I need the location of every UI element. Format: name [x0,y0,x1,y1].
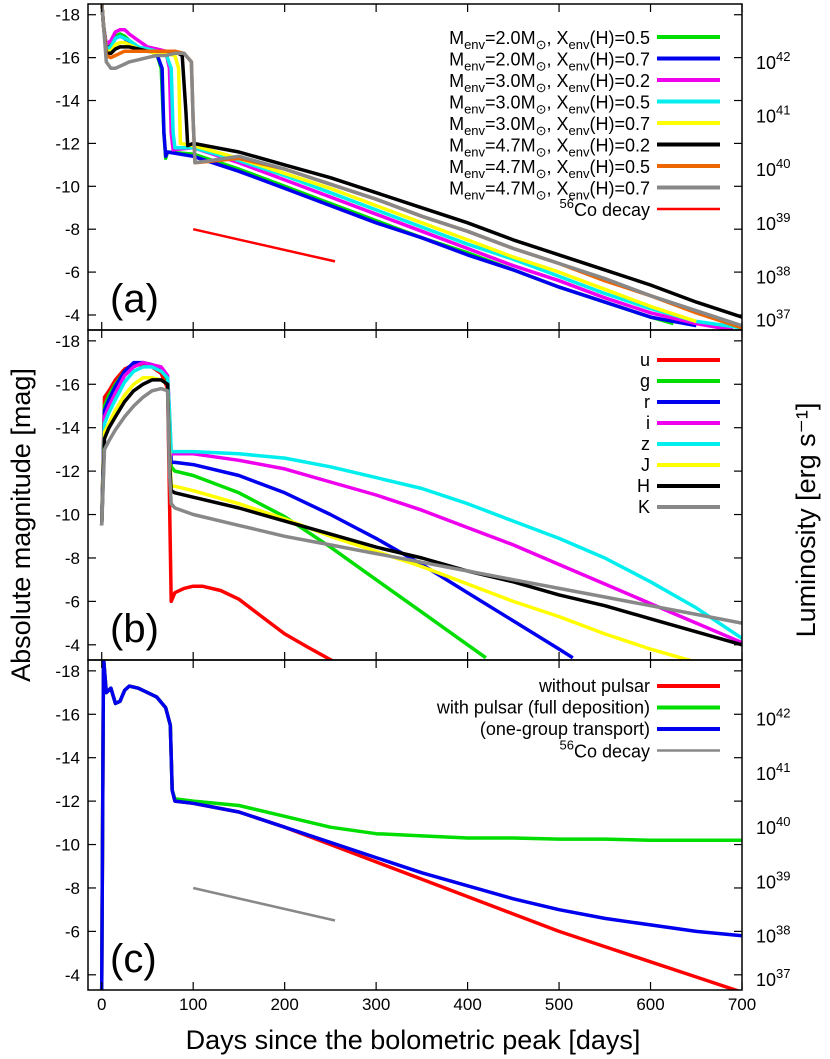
series-line-1-2 [99,360,574,660]
series-line-1-3 [99,360,742,645]
right-tick-label-2-0: 1042 [756,706,791,730]
right-tick-label-2-3: 1039 [756,868,791,892]
series-line-1-5 [99,376,695,660]
y-tick-label-2-0: -18 [55,662,80,681]
x-axis-label: Days since the bolometric peak [days] [186,1025,641,1055]
y-tick-label-1-2: -14 [55,419,80,438]
legend-entry-1-1: g [640,371,650,391]
series-line-0-5 [100,4,742,319]
y-tick-label-0-2: -14 [55,92,80,111]
y-axis-label-right-text: Luminosity [erg s⁻¹] [791,403,821,638]
legend-entry-0-5: Menv=4.7M⊙, Xenv(H)=0.2 [449,136,650,160]
y-tick-label-2-1: -16 [55,705,80,724]
series-line-1-6 [99,378,742,647]
x-tick-label-0: 0 [97,995,106,1014]
y-tick-label-0-7: -4 [65,306,80,325]
y-tick-label-1-1: -16 [55,375,80,394]
right-tick-label-2-5: 1037 [756,966,791,990]
legend-entry-0-6: Menv=4.7M⊙, Xenv(H)=0.5 [449,157,650,181]
series-line-2-2 [99,660,742,990]
y-tick-label-1-7: -4 [65,636,80,655]
right-tick-label-0-2: 1040 [756,156,791,180]
x-tick-label-6: 600 [636,995,664,1014]
legend-entry-co-0: 56Co decay [559,196,650,220]
panel-2-series [99,660,742,990]
y-tick-label-0-4: -10 [55,177,80,196]
legend-entry-0-1: Menv=2.0M⊙, Xenv(H)=0.7 [449,50,650,74]
series-line-1-1 [99,360,487,660]
chart-texts: -18 -16 -14 -12 -10 -8 -6 -4 1042 1041 1040 1039 103… [55,6,790,1014]
legend-entry-co-2: 56Co decay [559,738,650,762]
legend-entry-2-0: without pulsar [538,676,650,696]
y-tick-label-0-5: -8 [65,220,80,239]
legend-entry-1-4: z [641,434,650,454]
y-tick-label-0-1: -16 [55,49,80,68]
panel-frame-2 [87,659,743,991]
right-tick-label-0-0: 1042 [756,49,791,73]
chart-frames [87,3,743,991]
right-tick-label-2-1: 1041 [756,760,791,784]
series-line-1-4 [99,365,742,640]
legend-entry-2-2: (one-group transport) [480,719,650,739]
x-tick-label-5: 500 [545,995,573,1014]
legend-entry-1-7: K [638,497,650,517]
legend-entry-0-0: Menv=2.0M⊙, Xenv(H)=0.5 [449,28,650,52]
panel-label-1: (b) [110,607,159,651]
y-tick-label-2-7: -4 [65,966,80,985]
y-tick-label-0-3: -12 [55,134,80,153]
series-line-1-0 [99,362,335,660]
y-tick-label-2-4: -10 [55,836,80,855]
y-tick-label-0-6: -6 [65,263,80,282]
series-line-2-3 [192,886,336,922]
y-tick-label-1-6: -6 [65,592,80,611]
panel-label-0: (a) [110,277,159,321]
legend-entry-1-3: i [646,413,650,433]
y-tick-label-2-5: -8 [65,879,80,898]
right-tick-label-0-3: 1039 [756,210,791,234]
panel-1-series [99,360,742,660]
y-tick-label-1-5: -8 [65,549,80,568]
x-tick-label-4: 400 [453,995,481,1014]
legend-entry-1-2: r [644,392,650,412]
right-tick-label-0-4: 1038 [756,263,791,287]
panel-0-series [100,4,742,330]
x-tick-label-2: 200 [270,995,298,1014]
legend-entry-2-1: with pulsar (full deposition) [436,698,650,718]
series-line-0-8 [192,227,336,263]
x-tick-label-3: 300 [362,995,390,1014]
right-tick-label-2-2: 1040 [756,814,791,838]
right-tick-label-0-1: 1041 [756,103,791,127]
y-tick-label-1-0: -18 [55,332,80,351]
y-tick-label-1-4: -10 [55,506,80,525]
series-line-1-7 [99,386,742,625]
legend-entry-1-0: u [640,350,650,370]
y-tick-label-0-0: -18 [55,6,80,25]
series-line-0-2 [100,4,734,330]
x-tick-label-7: 700 [728,995,756,1014]
y-tick-label-2-6: -6 [65,922,80,941]
series-line-0-4 [100,4,697,324]
legend-entry-0-4: Menv=3.0M⊙, Xenv(H)=0.7 [449,114,650,138]
legend-entry-0-2: Menv=3.0M⊙, Xenv(H)=0.2 [449,71,650,95]
series-line-0-7 [100,4,742,328]
y-tick-label-2-3: -12 [55,792,80,811]
series-line-0-3 [100,4,742,330]
legend-entry-1-6: H [637,476,650,496]
right-tick-label-2-4: 1038 [756,923,791,947]
chart-lines [99,4,742,990]
legend-entry-0-3: Menv=3.0M⊙, Xenv(H)=0.5 [449,93,650,117]
y-tick-label-2-2: -14 [55,749,80,768]
y-axis-label-right: Luminosity [erg s⁻¹] [791,403,821,638]
right-tick-label-0-5: 1037 [756,306,791,330]
legend-entry-1-5: J [641,455,650,475]
y-tick-label-1-3: -12 [55,462,80,481]
y-axis-label-left: Absolute magnitude [mag] [6,368,36,682]
x-tick-label-1: 100 [179,995,207,1014]
panel-label-2: (c) [110,937,157,981]
legend-entry-0-7: Menv=4.7M⊙, Xenv(H)=0.7 [449,179,650,203]
